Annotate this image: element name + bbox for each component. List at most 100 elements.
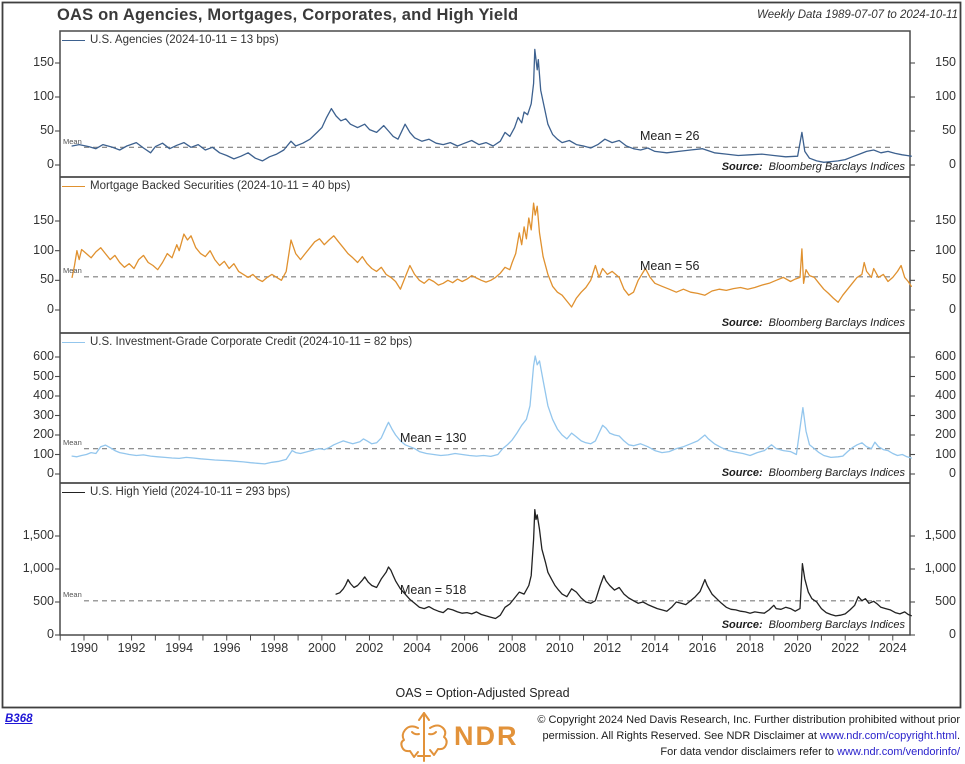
x-axis-label: 1990 <box>70 641 98 655</box>
mean-value-label: Mean = 56 <box>640 258 700 273</box>
y-axis-label-left: 0 <box>47 466 54 480</box>
y-axis-label-right: 0 <box>949 466 956 480</box>
ndr-vendorinfo-link[interactable]: www.ndr.com/vendorinfo/ <box>837 746 960 758</box>
y-axis-label-right: 1,000 <box>924 561 956 575</box>
y-axis-label-right: 0 <box>949 302 956 316</box>
y-axis-label-right: 50 <box>942 272 956 287</box>
legend-mortgage-backed-securities: Mortgage Backed Securities (2024-10-11 =… <box>62 180 350 192</box>
mean-value-label: Mean = 518 <box>400 582 467 597</box>
y-axis-label-left: 100 <box>33 446 54 461</box>
y-axis-label-left: 300 <box>33 407 54 422</box>
copyright-block: © Copyright 2024 Ned Davis Research, Inc… <box>518 712 960 760</box>
copyright-line-2: permission. All Rights Reserved. See NDR… <box>518 728 960 744</box>
y-axis-label-right: 200 <box>935 427 956 441</box>
source-label: Source: Bloomberg Barclays Indices <box>605 317 905 329</box>
y-axis-label-right: 150 <box>935 213 956 227</box>
mean-value-label: Mean = 26 <box>640 129 700 144</box>
y-axis-label-right: 300 <box>935 407 956 422</box>
copyright-text: For data vendor disclaimers refer to <box>660 746 838 758</box>
x-axis-label: 2020 <box>783 641 812 655</box>
x-axis-label: 2014 <box>640 641 669 655</box>
y-axis-label-left: 0 <box>47 627 54 641</box>
legend-swatch <box>62 185 85 187</box>
x-axis-label: 2006 <box>450 641 479 655</box>
legend-label: Mortgage Backed Securities (2024-10-11 =… <box>90 180 351 192</box>
source-name: Bloomberg Barclays Indices <box>768 619 905 631</box>
legend-us-investment-grade-corporate-credit: U.S. Investment-Grade Corporate Credit (… <box>62 336 412 348</box>
y-axis-label-right: 100 <box>935 89 956 103</box>
y-axis-label-left: 1,500 <box>22 528 54 542</box>
legend-swatch <box>62 341 85 343</box>
x-axis-label: 2012 <box>593 641 622 655</box>
source-prefix: Source: <box>721 467 763 479</box>
footnote: OAS = Option-Adjusted Spread <box>395 686 570 700</box>
mean-tag-label: Mean <box>63 266 82 276</box>
y-axis-label-right: 100 <box>935 242 956 257</box>
mean-tag-label: Mean <box>63 438 82 448</box>
chart-subtitle: Weekly Data 1989-07-07 to 2024-10-11 <box>757 9 958 21</box>
x-axis-label: 2010 <box>545 641 574 655</box>
chart-title: OAS on Agencies, Mortgages, Corporates, … <box>57 6 519 24</box>
y-axis-label-left: 0 <box>47 302 54 316</box>
copyright-text: . <box>956 730 960 742</box>
legend-label: U.S. High Yield (2024-10-11 = 293 bps) <box>90 486 291 498</box>
x-axis-label: 1998 <box>260 641 289 655</box>
y-axis-label-right: 50 <box>942 123 956 137</box>
y-axis-label-left: 50 <box>40 272 54 287</box>
source-prefix: Source: <box>721 619 763 631</box>
source-prefix: Source: <box>721 317 763 329</box>
source-name: Bloomberg Barclays Indices <box>768 467 905 479</box>
source-label: Source: Bloomberg Barclays Indices <box>605 161 905 173</box>
y-axis-label-right: 150 <box>935 55 956 69</box>
y-axis-label-left: 100 <box>33 89 54 103</box>
y-axis-label-right: 1,500 <box>924 528 956 542</box>
y-axis-label-left: 500 <box>33 368 54 383</box>
y-axis-label-left: 400 <box>33 388 54 402</box>
y-axis-label-left: 150 <box>33 55 54 69</box>
legend-label: U.S. Investment-Grade Corporate Credit (… <box>90 336 413 348</box>
mean-value-label: Mean = 130 <box>400 430 467 445</box>
y-axis-label-left: 600 <box>33 349 54 363</box>
y-axis-label-left: 1,000 <box>22 561 54 575</box>
y-axis-label-left: 150 <box>33 213 54 227</box>
source-label: Source: Bloomberg Barclays Indices <box>605 467 905 479</box>
y-axis-label-right: 0 <box>949 627 956 641</box>
y-axis-label-right: 0 <box>949 157 956 171</box>
y-axis-label-right: 100 <box>935 446 956 461</box>
source-prefix: Source: <box>721 161 763 173</box>
legend-us-agencies: U.S. Agencies (2024-10-11 = 13 bps) <box>62 34 279 46</box>
y-axis-label-right: 500 <box>935 368 956 383</box>
ndr-logo-icon <box>400 712 448 762</box>
x-axis-label: 1994 <box>165 641 194 655</box>
x-axis-label: 2008 <box>498 641 527 655</box>
y-axis-label-left: 0 <box>47 157 54 171</box>
copyright-text: permission. All Rights Reserved. See NDR… <box>542 730 820 742</box>
ndr-logo-text: NDR <box>454 721 519 751</box>
x-axis-label: 2024 <box>878 641 907 655</box>
source-name: Bloomberg Barclays Indices <box>768 317 905 329</box>
copyright-text: © Copyright 2024 Ned Davis Research, Inc… <box>537 714 960 726</box>
legend-us-high-yield: U.S. High Yield (2024-10-11 = 293 bps) <box>62 486 290 498</box>
copyright-line-3: For data vendor disclaimers refer to www… <box>518 744 960 760</box>
y-axis-label-left: 200 <box>33 427 54 441</box>
source-label: Source: Bloomberg Barclays Indices <box>605 619 905 631</box>
legend-label: U.S. Agencies (2024-10-11 = 13 bps) <box>90 34 279 46</box>
x-axis-label: 2016 <box>688 641 717 655</box>
x-axis-label: 2002 <box>355 641 384 655</box>
legend-swatch <box>62 491 85 493</box>
chart-code-link[interactable]: B368 <box>5 713 33 725</box>
x-axis-label: 2018 <box>736 641 764 655</box>
y-axis-label-right: 400 <box>935 388 956 402</box>
y-axis-label-right: 500 <box>935 594 956 608</box>
mean-tag-label: Mean <box>63 136 82 146</box>
y-axis-label-left: 100 <box>33 242 54 257</box>
y-axis-label-left: 50 <box>40 123 54 137</box>
mean-tag-label: Mean <box>63 590 82 600</box>
ndr-copyright-link[interactable]: www.ndr.com/copyright.html <box>820 730 957 742</box>
legend-swatch <box>62 39 85 41</box>
y-axis-label-right: 600 <box>935 349 956 363</box>
x-axis-label: 2004 <box>403 641 431 655</box>
copyright-line-1: © Copyright 2024 Ned Davis Research, Inc… <box>518 712 960 728</box>
